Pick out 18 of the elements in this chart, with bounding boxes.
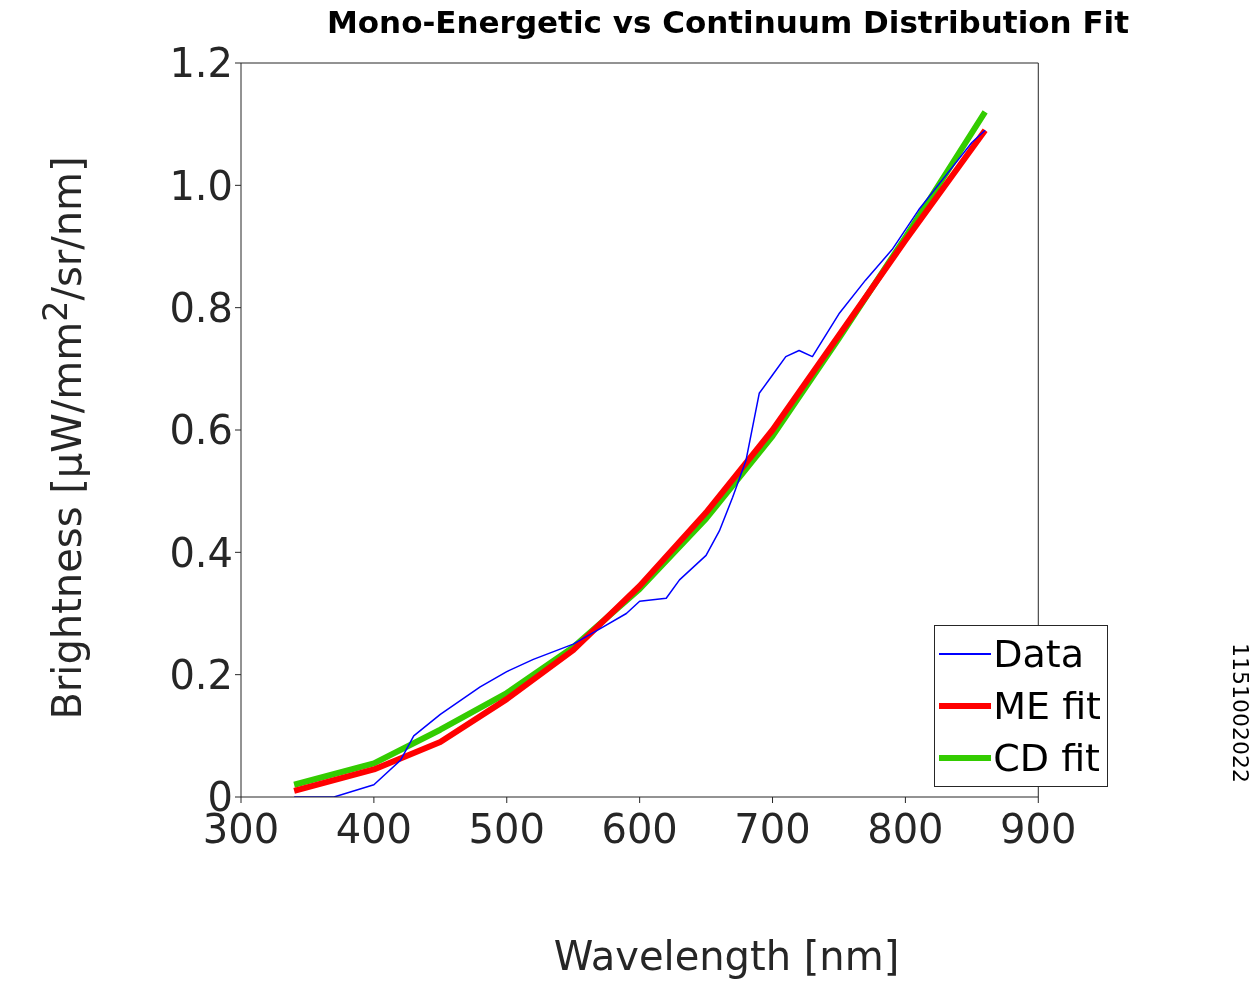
chart-title: Mono-Energetic vs Continuum Distribution Fit	[325, 4, 1131, 40]
y-tick-label: 0.6	[169, 407, 233, 454]
y-tick-label: 1.0	[169, 162, 233, 209]
y-tick-label: 0.2	[169, 651, 233, 698]
x-tick-label: 600	[601, 806, 678, 853]
x-axis-title: Wavelength [nm]	[552, 933, 901, 979]
x-tick-label: 700	[734, 806, 811, 853]
x-tick-label: 900	[1000, 806, 1077, 853]
x-tick-label: 800	[867, 806, 944, 853]
legend-label: Data	[993, 631, 1085, 678]
legend-label: CD fit	[993, 735, 1100, 782]
x-tick-label: 500	[468, 806, 545, 853]
y-tick-label: 1.2	[169, 40, 233, 87]
text: 1151002022	[1227, 643, 1253, 783]
y-tick-label: 0.4	[169, 529, 233, 576]
x-tick-label: 400	[335, 806, 413, 853]
legend-label: ME fit	[993, 683, 1101, 730]
y-tick-label: 0.8	[169, 284, 233, 331]
